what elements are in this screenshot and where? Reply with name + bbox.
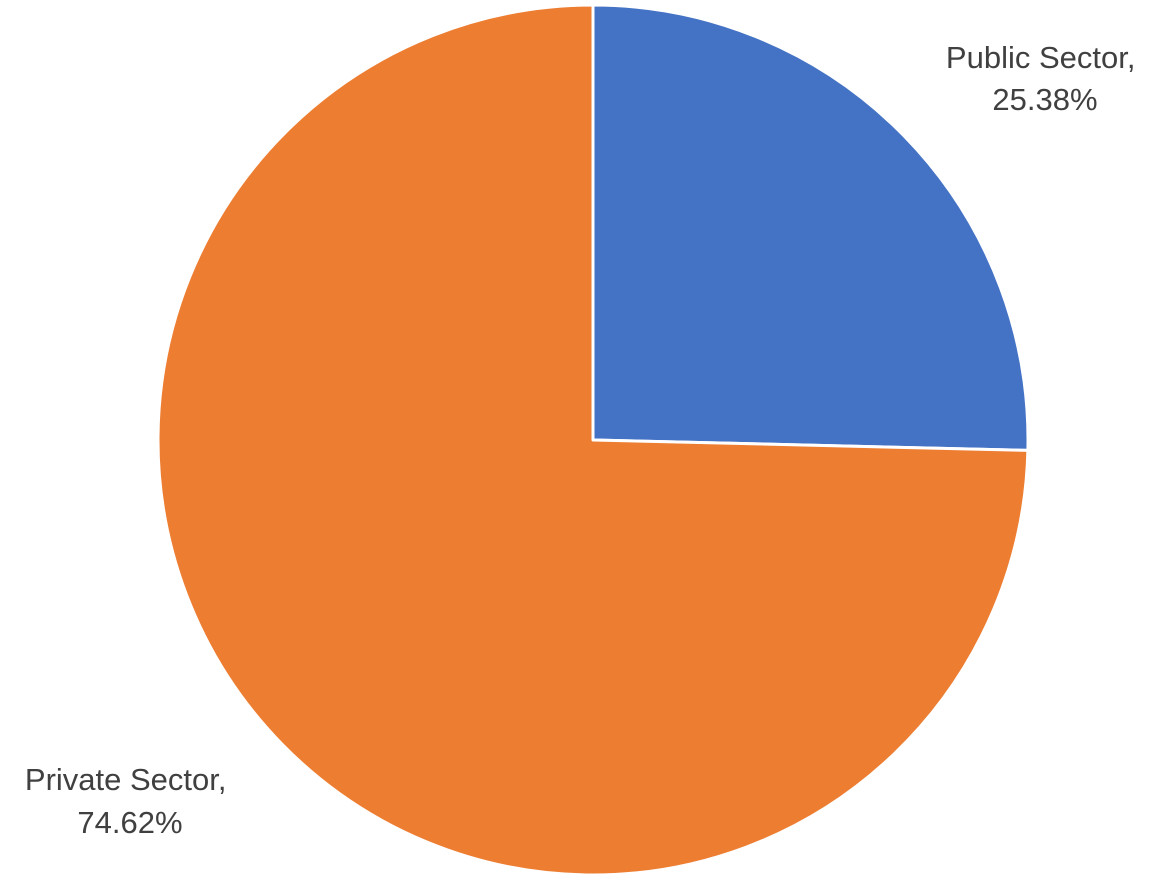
slice-public-sector (591, 3, 1030, 452)
data-label-private-sector-value: 74.62% (77, 805, 182, 840)
data-label-public-sector: Public Sector, 25.38% (946, 40, 1144, 117)
pie-slices (156, 3, 1030, 875)
slice-private-sector (156, 3, 1030, 875)
data-label-public-sector-value: 25.38% (992, 82, 1097, 117)
data-label-public-sector-name: Public Sector, (946, 40, 1136, 75)
data-label-private-sector-name: Private Sector, (25, 762, 227, 797)
data-label-private-sector: Private Sector, 74.62% (25, 762, 235, 840)
